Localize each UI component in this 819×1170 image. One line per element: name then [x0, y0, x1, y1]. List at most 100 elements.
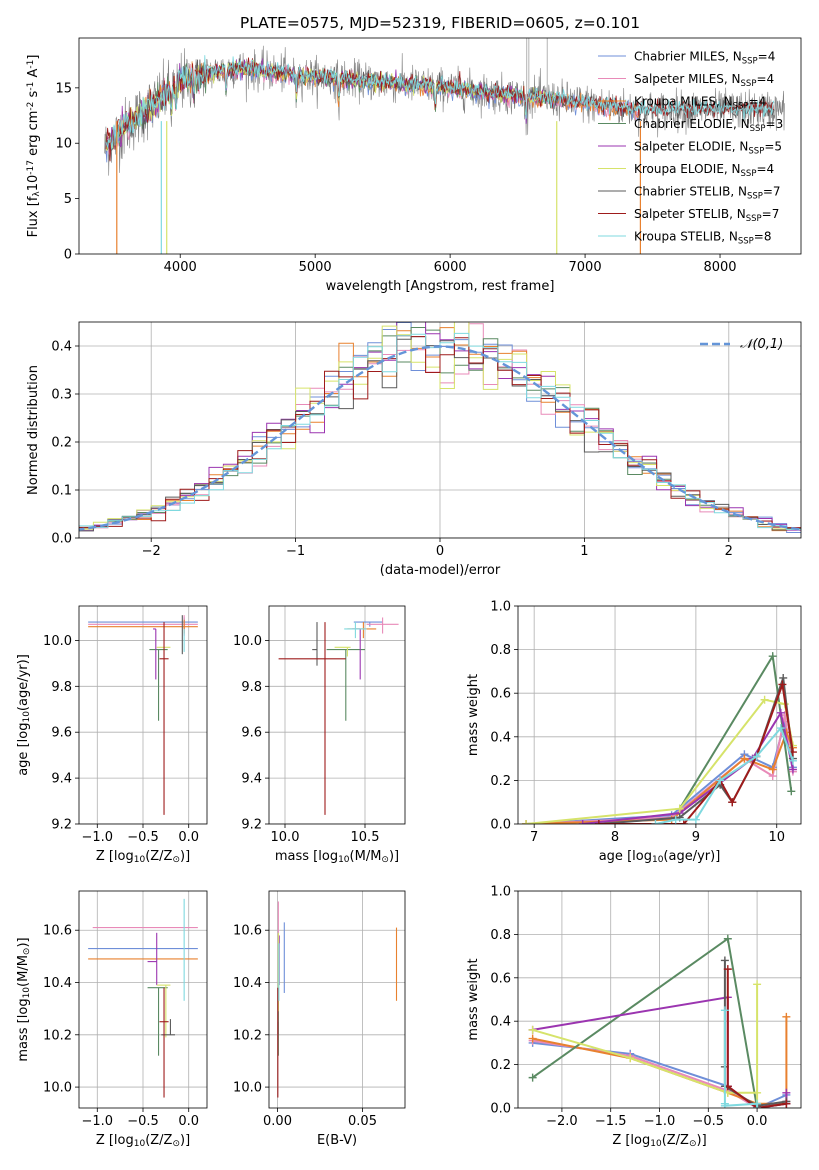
model-spectrum-kroupa_stelib [105, 55, 775, 150]
legend-entry: Salpeter ELODIE, NSSP=5 [634, 140, 782, 157]
axes-frame [268, 890, 406, 1109]
y-tick-label: 0.1 [51, 484, 72, 499]
point-marker-kroupa_miles [528, 1034, 537, 1043]
point-marker-kroupa_miles [740, 754, 749, 763]
legend-entry: Kroupa MILES, NSSP=4 [634, 95, 766, 112]
point-marker-salpeter_stelib [679, 820, 688, 824]
legend-entry: Chabrier MILES, NSSP=4 [634, 50, 775, 67]
point-marker-kroupa_elodie [760, 695, 769, 704]
x-tick-label: −1.5 [595, 1114, 627, 1129]
data-spectrum [104, 45, 786, 176]
point-marker-kroupa_elodie [753, 980, 762, 989]
y-tick-label: 0.0 [490, 1102, 511, 1117]
y-tick-label: 9.2 [241, 818, 262, 833]
y-tick-label: 9.4 [51, 772, 72, 787]
y-tick-label: 0 [64, 248, 72, 263]
chart-mass_vs_ebv: 0.00 0.05 10.0 10.2 10.4 10.6 E(B-V) [233, 890, 406, 1148]
y-tick-label: 5 [64, 192, 72, 207]
point-marker-kroupa_stelib [691, 815, 700, 824]
histogram-salpeter_elodie [79, 322, 801, 532]
legend-label: Salpeter STELIB, N [634, 207, 746, 221]
axes-frame [517, 605, 802, 825]
x-tick-label: −0.5 [693, 1114, 725, 1129]
point-marker-kroupa_stelib [788, 756, 797, 765]
point-marker-kroupa_stelib [716, 776, 725, 785]
y-tick-label: 10.6 [233, 924, 262, 939]
x-axis-label: Z [log10(Z/Z⊙)] [612, 1133, 706, 1149]
legend-suffix: =7 [763, 185, 781, 199]
point-marker-chabrier_elodie [787, 787, 796, 796]
point-marker-chabrier_elodie [528, 1073, 537, 1082]
legend: Chabrier MILES, NSSP=4 Salpeter MILES, NS… [598, 50, 783, 247]
y-axis-label: Normed distribution [26, 365, 41, 495]
point-marker-kroupa_elodie [522, 820, 531, 824]
x-axis-label: mass [log10(M/M⊙)] [275, 849, 399, 865]
axes-frame [78, 605, 208, 825]
x-tick-label: 6000 [434, 260, 467, 275]
legend-entry: Chabrier STELIB, NSSP=7 [634, 185, 781, 202]
x-tick-label: 0.05 [348, 1114, 377, 1129]
point-marker-kroupa_stelib [753, 1104, 762, 1108]
y-tick-label: 0.2 [490, 1058, 511, 1073]
legend-subscript: SSP [741, 169, 757, 179]
x-tick-label: 9 [692, 830, 700, 845]
x-tick-label: −0.5 [127, 830, 159, 845]
point-marker-salpeter_stelib [723, 965, 732, 974]
x-tick-label: 0.0 [178, 830, 199, 845]
y-tick-label: 0.6 [490, 971, 511, 986]
y-tick-label: 0.2 [51, 436, 72, 451]
y-tick-label: 1.0 [490, 885, 511, 900]
point-marker-salpeter_stelib [594, 820, 603, 824]
y-axis-label: mass weight [466, 674, 481, 756]
y-tick-label: 0.4 [51, 340, 72, 355]
legend-label: 𝒩(0,1) [740, 337, 783, 352]
y-tick-label: 0.8 [490, 928, 511, 943]
axes-frame [78, 321, 802, 539]
legend-entry: Salpeter MILES, NSSP=4 [634, 72, 774, 89]
legend-subscript: SSP [748, 147, 764, 157]
y-tick-label: 10.6 [43, 924, 72, 939]
x-tick-label: −1.0 [81, 830, 113, 845]
y-tick-label: 10.0 [233, 634, 262, 649]
legend-label: Chabrier ELODIE, N [634, 117, 750, 131]
y-tick-label: 0.0 [51, 532, 72, 547]
x-axis-label: (data-model)/error [380, 563, 501, 578]
x-tick-label: 1 [580, 544, 588, 559]
x-tick-label: −0.5 [127, 1114, 159, 1129]
legend-label: Kroupa STELIB, N [634, 230, 738, 244]
x-tick-label: 4000 [164, 260, 197, 275]
point-marker-kroupa_stelib [651, 820, 660, 824]
chart-mass_vs_z: −1.0 −0.5 0.0 10.0 10.2 10.4 10.6 Z [log10(Z/Z⊙… [16, 890, 208, 1149]
x-tick-label: −1.0 [644, 1114, 676, 1129]
point-marker-kroupa_stelib [752, 752, 761, 761]
point-marker-chabrier_elodie [723, 934, 732, 943]
legend-suffix: =4 [756, 72, 774, 86]
x-tick-label: −1 [286, 544, 305, 559]
axes-frame [78, 37, 802, 255]
point-marker-kroupa_elodie [528, 1025, 537, 1034]
legend: 𝒩(0,1) [700, 337, 783, 352]
x-tick-label: −2 [142, 544, 161, 559]
y-tick-label: 9.4 [241, 772, 262, 787]
point-marker-salpeter_elodie [788, 765, 797, 774]
legend-entry: Kroupa ELODIE, NSSP=4 [634, 162, 774, 179]
series-line-kroupa_elodie [532, 984, 759, 1106]
histogram-salpeter_stelib [79, 335, 801, 529]
legend-label: Salpeter ELODIE, N [634, 140, 748, 154]
point-marker-salpeter_stelib [728, 798, 737, 807]
legend-label: Chabrier STELIB, N [634, 185, 747, 199]
legend-label: Kroupa MILES, N [634, 95, 733, 109]
x-tick-label: 8 [611, 830, 619, 845]
x-tick-label: 0.0 [178, 1114, 199, 1129]
plot-area [518, 606, 801, 824]
series-line-salpeter_miles [526, 714, 794, 824]
y-axis-label: Flux [fλ10-17 erg cm-2 s-1 A-1] [26, 55, 42, 238]
legend-entry: Kroupa STELIB, NSSP=8 [634, 230, 772, 247]
x-tick-label: 7000 [569, 260, 602, 275]
y-tick-label: 0.8 [490, 643, 511, 658]
x-tick-label: 2 [725, 544, 733, 559]
x-axis-label: Z [log10(Z/Z⊙)] [96, 1133, 190, 1149]
legend-suffix: =8 [754, 230, 772, 244]
series-line-salpeter_stelib [726, 969, 787, 1108]
y-tick-label: 9.6 [241, 726, 262, 741]
